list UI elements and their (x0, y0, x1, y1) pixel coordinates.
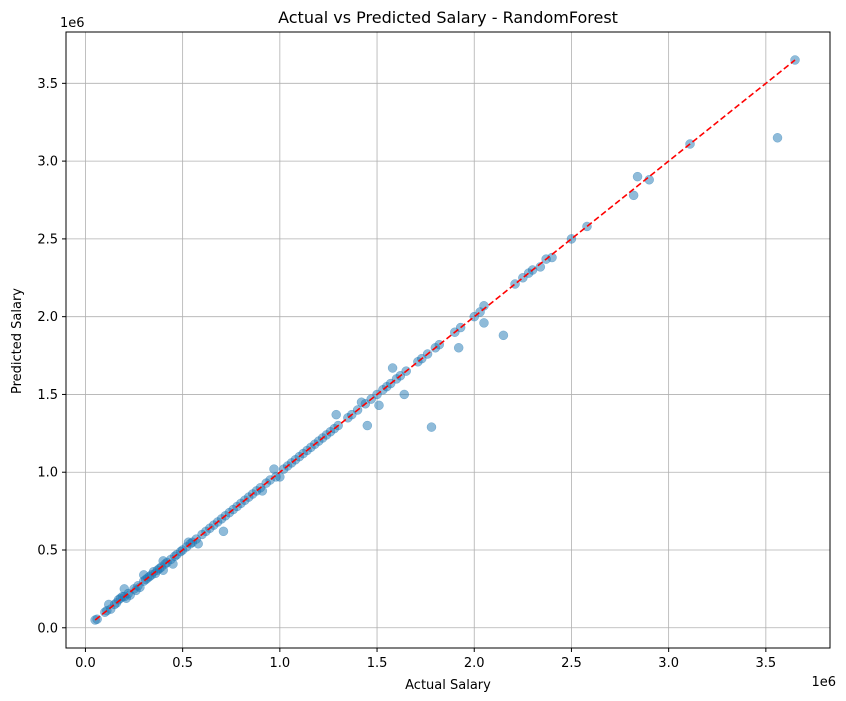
y-tick-label: 2.5 (37, 232, 58, 247)
ideal-reference-line (94, 59, 796, 621)
data-point (479, 318, 489, 328)
y-tick-label: 3.0 (37, 155, 58, 170)
data-point (498, 330, 509, 341)
y-tick-label: 0.5 (37, 544, 58, 559)
y-axis-label: Predicted Salary (10, 288, 25, 394)
data-point (628, 190, 639, 201)
x-tick-label: 2.5 (561, 656, 582, 671)
y-tick-label: 3.5 (37, 77, 58, 92)
x-tick-label: 0.5 (172, 656, 193, 671)
y-offset-label: 1e6 (60, 16, 85, 31)
data-point (399, 389, 410, 400)
y-tick-label: 2.0 (37, 310, 58, 325)
y-tick-label: 1.0 (37, 466, 58, 481)
x-tick-label: 3.5 (756, 656, 777, 671)
data-point (193, 539, 203, 549)
data-point (772, 133, 783, 143)
y-tick-label: 1.5 (37, 388, 58, 403)
x-offset-label: 1e6 (811, 675, 836, 690)
y-tick-label: 0.0 (37, 621, 58, 636)
data-point (269, 464, 279, 474)
data-point (453, 343, 464, 353)
data-point (632, 171, 643, 182)
x-tick-label: 2.0 (464, 656, 485, 671)
data-point (218, 526, 229, 537)
x-tick-label: 1.0 (269, 656, 290, 671)
x-axis-ticks: 0.0 0.5 1.0 1.5 2.0 2.5 3.0 3.5 (75, 648, 776, 671)
data-point (387, 363, 398, 373)
chart-title: Actual vs Predicted Salary - RandomFores… (278, 8, 618, 27)
data-point (331, 409, 341, 420)
y-axis-ticks: 0.0 0.5 1.0 1.5 2.0 2.5 3.0 3.5 (37, 77, 66, 636)
x-tick-label: 3.0 (658, 656, 679, 671)
data-point (374, 400, 384, 411)
data-point (426, 422, 437, 432)
x-axis-label: Actual Salary (405, 678, 491, 693)
x-tick-label: 1.5 (367, 656, 388, 671)
grid (66, 32, 830, 648)
data-point (362, 420, 373, 431)
plot-frame (65, 31, 831, 649)
x-tick-label: 0.0 (75, 656, 96, 671)
